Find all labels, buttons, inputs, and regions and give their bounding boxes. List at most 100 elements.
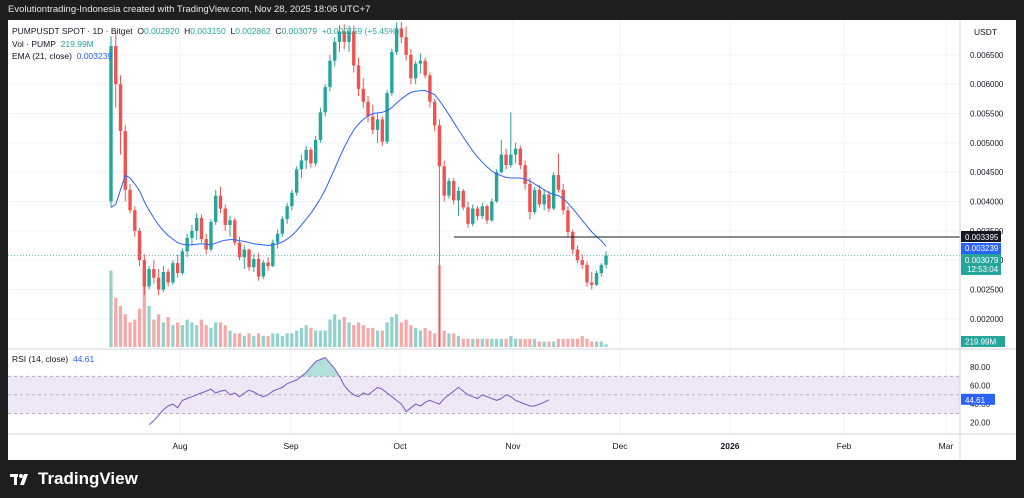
close-label: C xyxy=(275,26,282,36)
tradingview-logo[interactable]: TradingView xyxy=(10,469,138,489)
candle xyxy=(347,25,351,52)
candle-body xyxy=(566,210,570,233)
price-tick-label: 0.002000 xyxy=(970,315,1004,324)
candle-body xyxy=(504,154,508,166)
resistance-price-text: 0.003395 xyxy=(965,233,999,242)
candle xyxy=(175,254,180,278)
volume-bar xyxy=(480,338,484,347)
candle xyxy=(114,31,118,108)
candle xyxy=(190,224,194,246)
volume-bar xyxy=(433,333,437,347)
candle xyxy=(233,217,237,246)
candle-body xyxy=(161,271,166,290)
candle xyxy=(513,142,518,164)
candle-body xyxy=(390,51,394,93)
candle xyxy=(385,90,389,145)
volume-bar xyxy=(271,333,275,347)
volume-bar xyxy=(490,338,494,347)
candle-body xyxy=(137,230,142,261)
candle-body xyxy=(233,220,237,243)
low-label: L xyxy=(230,26,236,36)
candle xyxy=(571,229,575,255)
candle xyxy=(328,54,332,92)
high-value: 0.003150 xyxy=(190,26,226,36)
volume-bar xyxy=(409,325,413,347)
price-tick-label: 0.006000 xyxy=(970,80,1004,89)
symbol-label[interactable]: PUMPUSDT SPOT · 1D · Bitget xyxy=(12,26,133,36)
candle-body xyxy=(571,232,575,250)
candle-body xyxy=(285,206,289,220)
candle xyxy=(437,119,442,347)
candle-body xyxy=(128,189,132,211)
volume-bar xyxy=(580,336,584,347)
candle-body xyxy=(294,169,299,193)
volume-bar xyxy=(304,325,308,347)
volume-bar xyxy=(280,336,284,347)
candle-body xyxy=(394,28,399,52)
candle-body xyxy=(147,268,151,287)
candle-body xyxy=(452,180,456,201)
candle-body xyxy=(275,233,280,243)
rsi-value-label: 44.61 xyxy=(961,393,995,405)
candle xyxy=(394,22,399,55)
candle xyxy=(161,266,166,293)
volume-bar xyxy=(266,336,270,347)
candle xyxy=(509,112,513,168)
candle-body xyxy=(309,149,313,164)
volume-bar xyxy=(199,319,204,347)
candle xyxy=(432,98,437,132)
volume-indicator-label[interactable]: Vol · PUMP xyxy=(12,39,56,49)
volume-bar xyxy=(523,338,527,347)
candle xyxy=(599,263,603,277)
volume-bar xyxy=(571,338,575,347)
volume-value-label: 219.99M xyxy=(961,336,1005,347)
candle-body xyxy=(532,189,537,213)
volume-bar xyxy=(195,325,199,347)
candle xyxy=(590,271,594,290)
candle-body xyxy=(547,194,551,209)
chart-svg[interactable]: USDT 0.0065000.0060000.0055000.0050000.0… xyxy=(8,20,1016,460)
candle-body xyxy=(356,65,361,89)
candle xyxy=(361,78,365,108)
candle-body xyxy=(109,46,113,202)
volume-bar xyxy=(142,281,146,347)
volume-bar xyxy=(518,338,522,347)
candle xyxy=(342,24,346,49)
brand-name: TradingView xyxy=(38,469,138,488)
volume-bar xyxy=(533,338,537,347)
candle xyxy=(309,147,313,168)
rsi-indicator-label[interactable]: RSI (14, close) xyxy=(12,354,69,364)
volume-indicator-value: 219.99M xyxy=(60,39,94,49)
candle xyxy=(499,139,504,174)
volume-bar xyxy=(418,330,422,347)
volume-bar xyxy=(209,327,213,347)
candle-body xyxy=(347,31,351,42)
candle-body xyxy=(556,175,561,190)
ema-price-text: 0.003239 xyxy=(965,244,999,253)
volume-bar xyxy=(585,338,589,347)
candle xyxy=(294,166,299,196)
volume-bar xyxy=(547,341,551,347)
volume-bar xyxy=(337,319,342,347)
candle-body xyxy=(313,139,318,164)
candle xyxy=(337,25,342,52)
candle xyxy=(409,48,413,85)
ema-indicator-label[interactable]: EMA (21, close) xyxy=(12,51,72,61)
volume-bar xyxy=(447,333,451,347)
candle-body xyxy=(466,207,470,224)
candle-body xyxy=(485,206,489,221)
candle xyxy=(352,25,356,73)
candle-body xyxy=(247,249,251,268)
volume-bar xyxy=(114,297,118,347)
candle xyxy=(280,216,285,237)
candle-body xyxy=(333,41,337,61)
volume-bar xyxy=(204,325,208,347)
ema-indicator-value: 0.003239 xyxy=(76,51,113,61)
candle xyxy=(214,189,218,225)
candle xyxy=(156,268,161,296)
candle xyxy=(152,260,156,284)
volume-bar xyxy=(514,338,518,347)
volume-bar xyxy=(385,322,389,347)
legend-rsi: RSI (14, close) 44.61 xyxy=(12,354,94,364)
price-axis-ticks: 0.006500 0.006000 0.005500 0.005000 0.004500… xyxy=(970,51,1004,324)
